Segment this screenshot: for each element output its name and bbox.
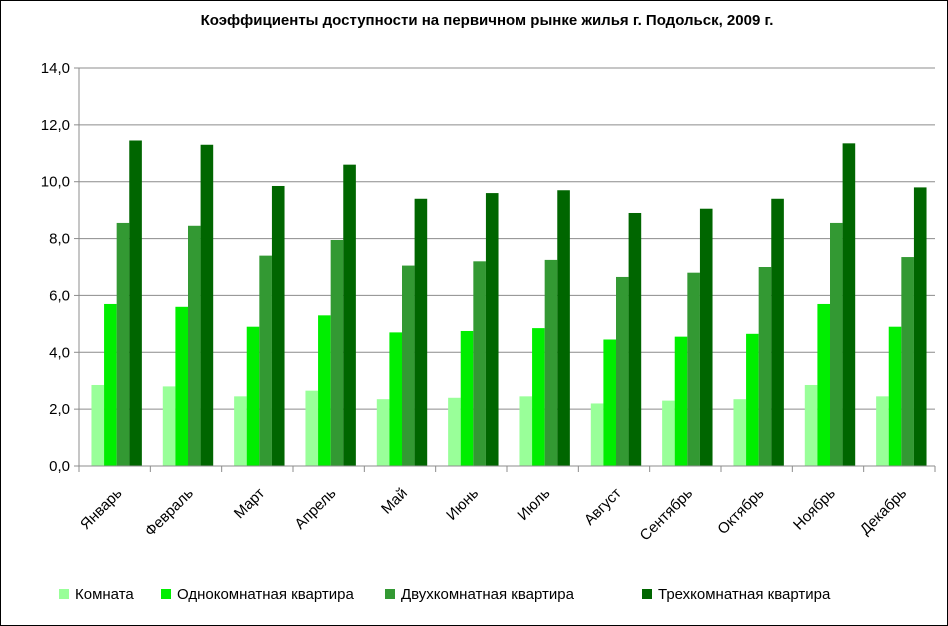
x-tick-label: Ноябрь	[790, 485, 839, 534]
bar	[162, 386, 176, 466]
bar	[544, 259, 558, 466]
bar	[804, 384, 818, 466]
bar	[842, 143, 856, 467]
bar	[687, 272, 700, 466]
bar	[616, 276, 629, 466]
bar	[402, 265, 415, 466]
bar	[330, 239, 344, 466]
bar	[116, 222, 130, 466]
chart-title: Коэффициенты доступности на первичном ры…	[201, 12, 774, 29]
bar	[91, 384, 105, 466]
bar	[913, 187, 927, 466]
bar	[129, 140, 142, 466]
bar	[318, 315, 331, 466]
bar	[259, 255, 272, 466]
bar	[389, 332, 402, 466]
y-tick-label: 12,0	[41, 117, 70, 134]
bar	[448, 397, 461, 466]
bar	[662, 400, 675, 466]
bar	[519, 396, 533, 466]
legend: Комната Однокомнатная квартира Двухкомнатн…	[59, 586, 831, 603]
y-tick-label: 4,0	[49, 344, 70, 361]
bar	[876, 396, 889, 466]
legend-label: Трехкомнатная квартира	[658, 586, 831, 603]
bar	[771, 198, 784, 466]
legend-label: Однокомнатная квартира	[177, 586, 354, 603]
y-tick-label: 0,0	[49, 458, 70, 475]
bar	[603, 339, 616, 466]
legend-swatch	[161, 589, 171, 599]
legend-swatch	[59, 589, 69, 599]
y-tick-label: 6,0	[49, 287, 70, 304]
x-tick-label: Апрель	[291, 485, 339, 533]
bar	[817, 303, 830, 466]
bar	[628, 212, 642, 466]
y-tick-label: 2,0	[49, 401, 70, 418]
x-tick-label: Май	[378, 485, 411, 518]
y-tick-label: 10,0	[41, 174, 70, 191]
bar	[200, 144, 214, 466]
bar	[246, 326, 260, 466]
x-tick-label: Август	[581, 485, 625, 529]
bar	[343, 164, 356, 466]
bar	[901, 257, 914, 466]
bar	[758, 267, 772, 466]
bar	[830, 222, 843, 466]
legend-swatch	[385, 589, 395, 599]
legend-label: Комната	[75, 586, 134, 603]
bar	[414, 198, 428, 466]
bar	[699, 208, 713, 466]
bar	[234, 396, 247, 466]
bar	[305, 390, 319, 466]
bar	[188, 225, 201, 466]
bar	[674, 336, 688, 466]
bar	[888, 326, 902, 466]
legend-label: Двухкомнатная квартира	[401, 586, 575, 603]
x-tick-label: Сентябрь	[637, 485, 697, 545]
bar	[175, 306, 188, 466]
bar	[104, 303, 117, 466]
bar	[532, 328, 545, 466]
x-tick-label: Февраль	[142, 485, 197, 540]
bar	[485, 193, 499, 467]
bar	[733, 399, 747, 466]
x-tick-label: Июль	[514, 485, 553, 524]
bar	[460, 330, 474, 466]
x-tick-label: Октябрь	[714, 485, 767, 538]
x-tick-label: Июнь	[443, 485, 482, 524]
bars	[91, 140, 927, 467]
bar	[271, 185, 285, 466]
legend-swatch	[642, 589, 652, 599]
x-axis: Январь Февраль Март Апрель Май Июнь Июль Август…	[77, 465, 936, 545]
bar	[746, 333, 759, 466]
y-tick-label: 14,0	[41, 60, 70, 77]
y-axis: 0,0 2,0 4,0 6,0 8,0 10,0 12,0 14,0	[41, 60, 80, 475]
bar	[473, 261, 486, 466]
bar	[376, 399, 390, 466]
bar	[590, 403, 604, 466]
x-tick-label: Март	[231, 485, 268, 522]
bar	[557, 190, 570, 466]
x-tick-label: Декабрь	[857, 485, 911, 539]
gridlines	[79, 67, 935, 467]
y-tick-label: 8,0	[49, 231, 70, 248]
x-tick-label: Январь	[77, 485, 126, 534]
